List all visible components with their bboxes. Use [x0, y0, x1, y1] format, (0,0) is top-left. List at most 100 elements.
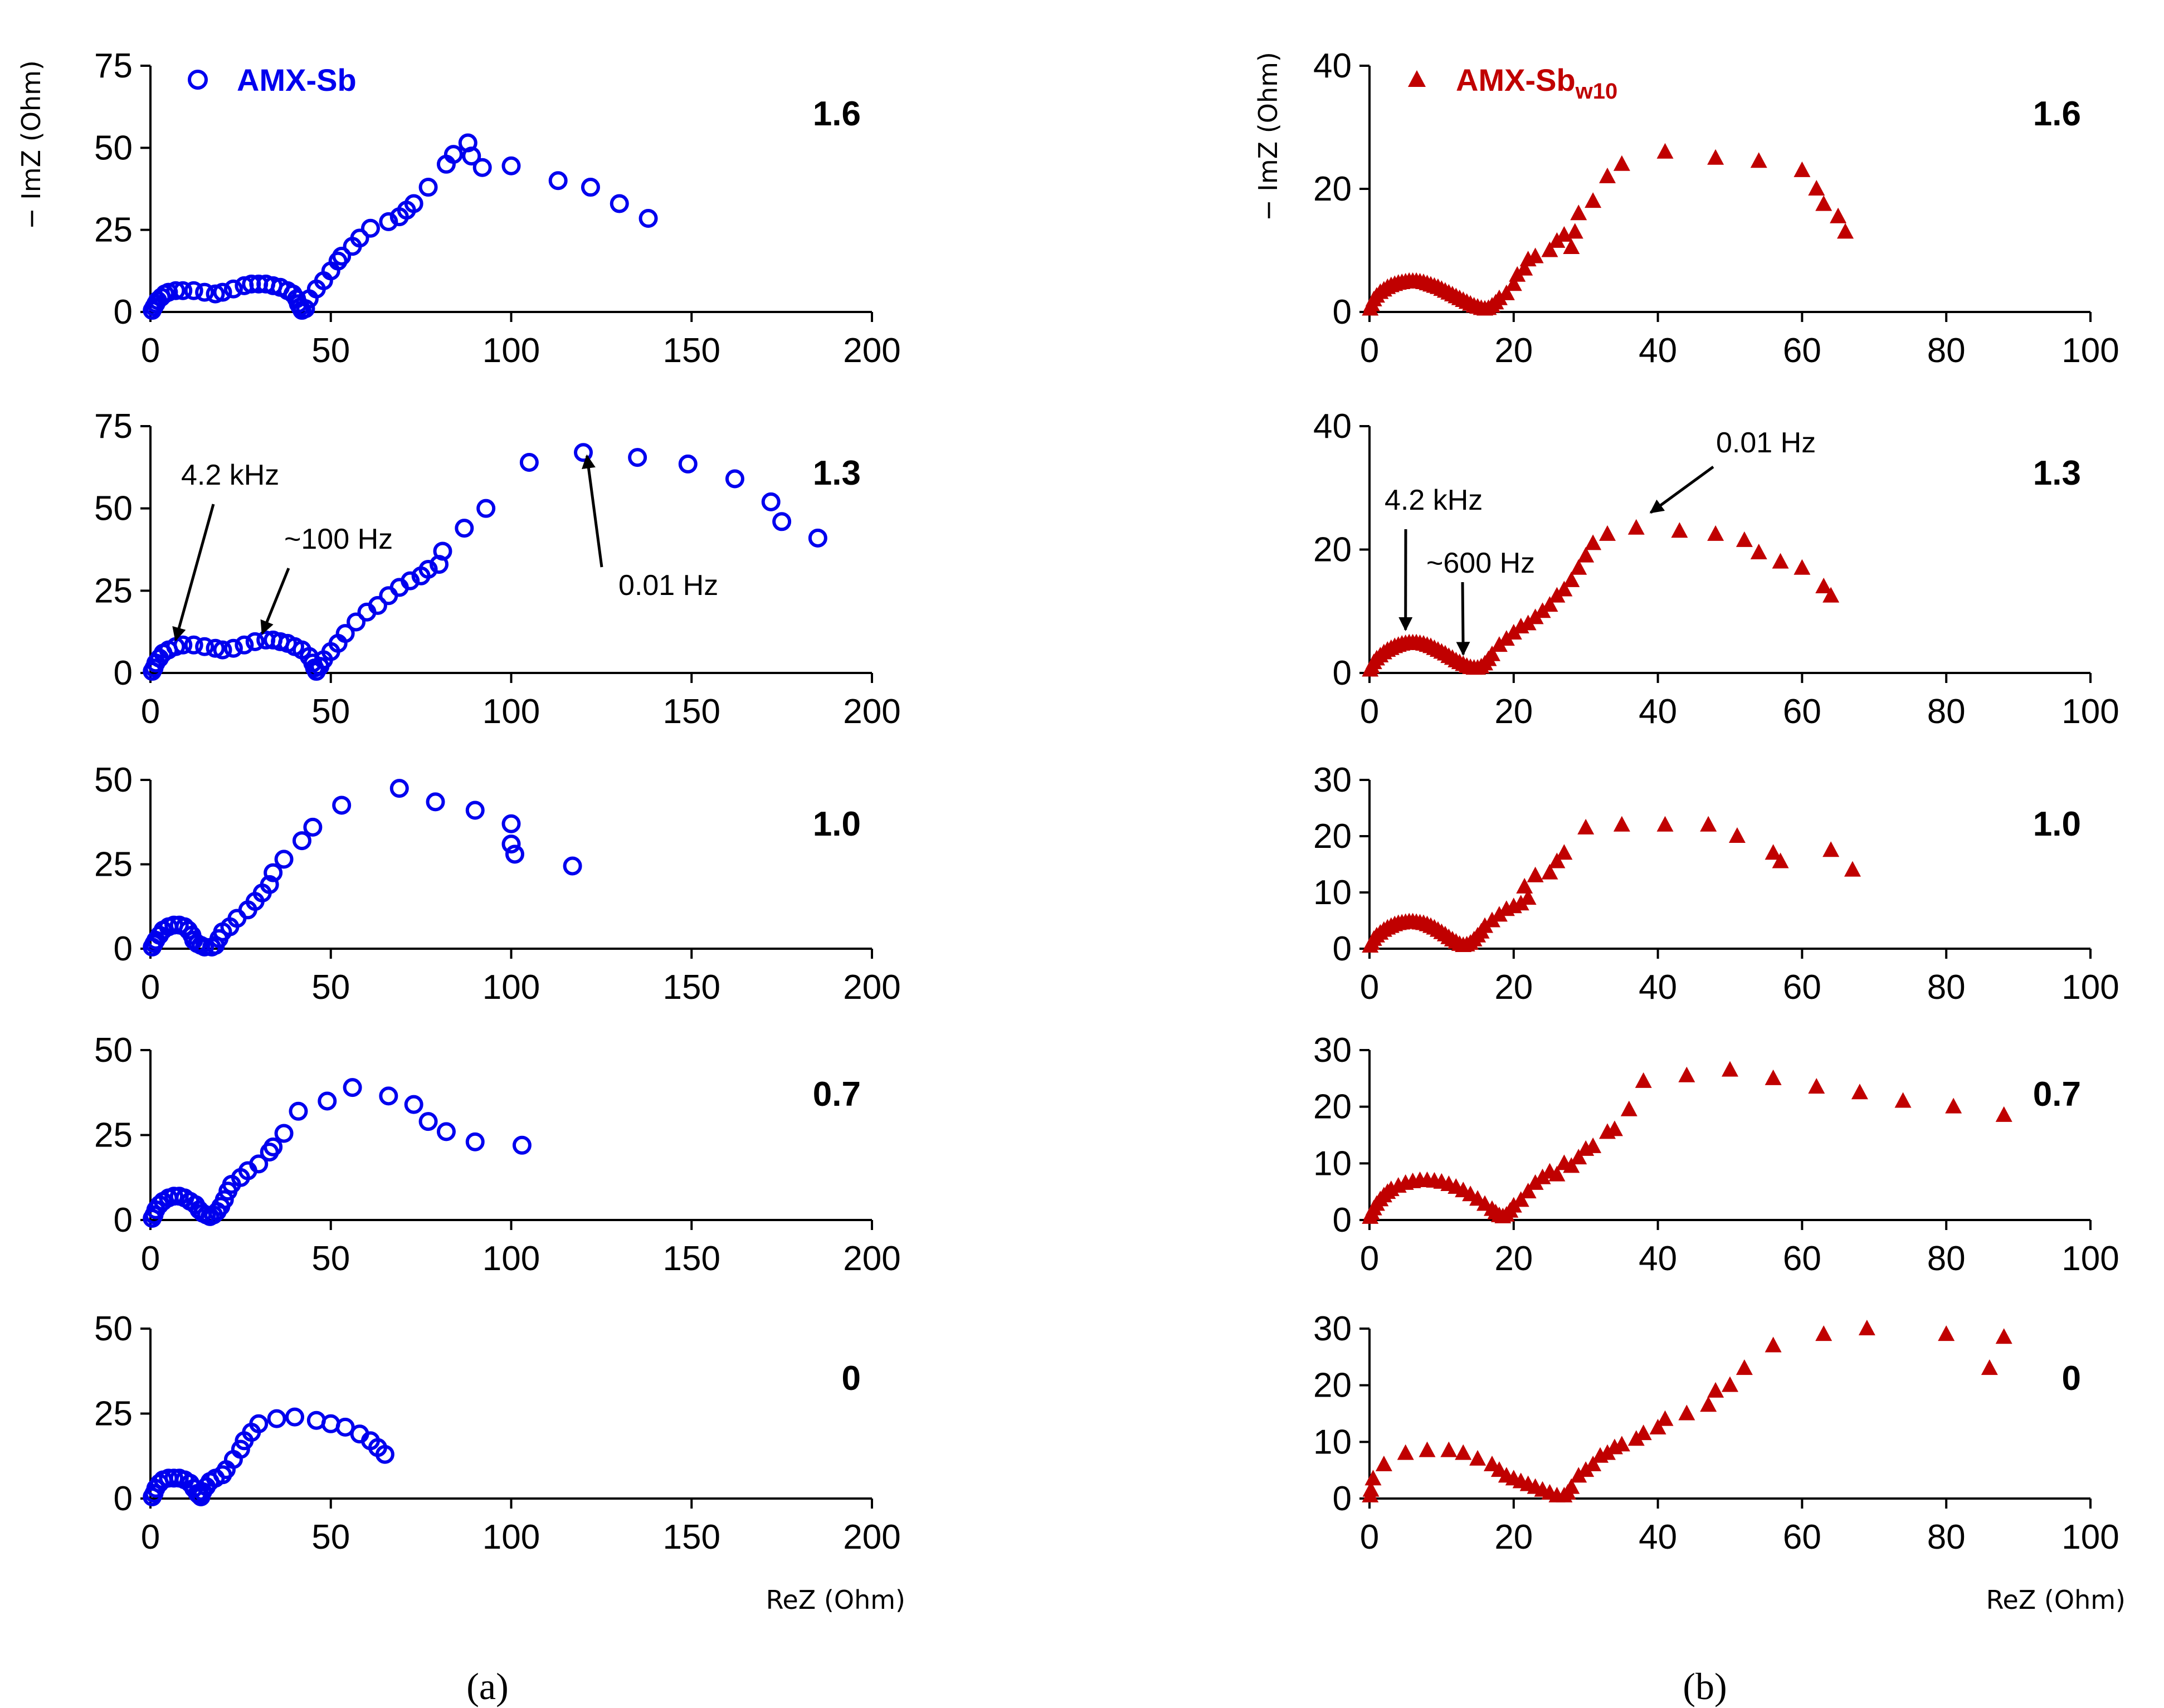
data-point	[195, 282, 215, 302]
y-tick-label: 40	[1313, 407, 1352, 446]
panel-a10: 0 50 100 150 200 0 25 50 1.0	[94, 761, 901, 1007]
y-tick-label: 0	[1333, 1201, 1352, 1239]
x-tick-label: 0	[1360, 1518, 1379, 1556]
frequency-annotation: 4.2 kHz	[181, 459, 279, 491]
data-point	[1362, 1481, 1380, 1497]
annotation-arrow	[582, 454, 603, 568]
annotation-arrow	[172, 504, 215, 642]
data-point	[1995, 1106, 2012, 1122]
data-point	[1894, 1092, 1912, 1108]
y-tick-label: 10	[1313, 1144, 1352, 1183]
data-point	[1548, 1165, 1566, 1182]
annotation-arrow	[1649, 465, 1714, 514]
data-point	[1750, 152, 1767, 168]
x-tick-label: 100	[2061, 692, 2119, 731]
data-point	[1627, 519, 1645, 535]
caption-b: (b)	[1683, 1665, 1727, 1707]
y-tick-label: 30	[1313, 1310, 1352, 1348]
voltage-label: 1.3	[2033, 454, 2081, 492]
data-point	[347, 612, 366, 632]
x-tick-label: 20	[1494, 1239, 1533, 1278]
data-point	[1671, 522, 1688, 538]
data-point	[264, 863, 283, 882]
data-point	[350, 228, 369, 248]
x-axis-label-b: ReZ (Ohm)	[1986, 1585, 2126, 1615]
y-tick-label: 25	[94, 572, 133, 610]
data-point	[1678, 1066, 1695, 1082]
x-axis-label-a: ReZ (Ohm)	[766, 1585, 905, 1615]
data-point	[1563, 238, 1580, 254]
data-point	[501, 156, 521, 175]
y-tick-label: 50	[94, 1310, 133, 1348]
data-point	[184, 635, 203, 655]
data-point	[1563, 1478, 1580, 1494]
data-point	[1570, 204, 1587, 221]
data-point	[1455, 1444, 1472, 1460]
panel-b13: 0 20 40 60 80 100 0 20 40 1.3 4.2 kHz ~600 Hz 0.01 H…	[1313, 407, 2119, 731]
data-point	[1419, 1441, 1436, 1457]
y-tick-label: 40	[1313, 47, 1352, 85]
data-point	[1476, 917, 1494, 933]
voltage-label: 0.7	[2033, 1075, 2081, 1114]
data-point	[1613, 1436, 1630, 1452]
data-point	[1830, 207, 1847, 223]
y-tick-label: 0	[114, 654, 133, 692]
data-point	[1765, 844, 1782, 860]
data-point	[223, 279, 243, 299]
x-tick-label: 80	[1927, 1239, 1966, 1278]
data-point	[472, 158, 492, 177]
data-point	[678, 454, 698, 474]
data-point	[285, 1407, 304, 1427]
annotation-arrow	[260, 568, 290, 635]
data-point	[404, 1095, 423, 1114]
x-tick-label: 40	[1639, 1239, 1677, 1278]
data-point	[195, 637, 215, 656]
voltage-label: 0	[2062, 1359, 2081, 1398]
data-point	[223, 638, 243, 658]
y-tick-label: 20	[1313, 170, 1352, 208]
data-point	[1772, 852, 1789, 868]
data-point	[379, 212, 398, 231]
x-tick-label: 100	[482, 1239, 540, 1278]
data-point	[343, 1078, 362, 1097]
data-point	[772, 512, 792, 531]
data-point	[1858, 1320, 1875, 1335]
data-point	[1793, 161, 1811, 177]
y-tick-label: 0	[1333, 293, 1352, 331]
data-point	[436, 1122, 456, 1141]
data-point	[1815, 577, 1832, 593]
voltage-label: 1.0	[813, 805, 861, 843]
data-point	[1556, 844, 1573, 860]
data-point	[1728, 827, 1746, 843]
panel-b10: 0 20 40 60 80 100 0 10 20 30 1.0	[1313, 761, 2119, 1007]
legend-subscript: w10	[1575, 79, 1618, 104]
x-tick-label: 100	[482, 968, 540, 1007]
x-tick-label: 40	[1639, 1518, 1677, 1556]
data-point	[335, 624, 355, 643]
x-tick-label: 100	[482, 692, 540, 731]
data-point	[1772, 553, 1789, 569]
data-point	[1469, 1450, 1486, 1466]
data-point	[360, 218, 380, 238]
x-tick-label: 200	[843, 692, 900, 731]
data-point	[231, 1439, 250, 1459]
data-point	[1566, 223, 1583, 239]
data-point	[512, 1135, 532, 1155]
data-point	[476, 499, 496, 518]
data-point	[548, 171, 568, 191]
data-point	[426, 792, 445, 812]
data-point	[1490, 289, 1508, 305]
data-point	[1722, 1061, 1738, 1077]
panel-a00: 0 50 100 150 200 0 25 50 0	[94, 1310, 901, 1556]
data-point	[1519, 889, 1537, 905]
legend-marker	[188, 70, 208, 90]
data-point	[1736, 1359, 1753, 1375]
data-point	[1837, 223, 1854, 239]
panel-b16: 0 20 40 60 80 100 0 20 40 1.6 AMX-Sbw10	[1313, 47, 2119, 370]
data-point	[1577, 546, 1595, 563]
x-tick-label: 50	[311, 1239, 350, 1278]
frequency-annotation: 4.2 kHz	[1385, 484, 1483, 516]
data-point	[1516, 877, 1533, 894]
data-point	[1512, 1191, 1529, 1207]
